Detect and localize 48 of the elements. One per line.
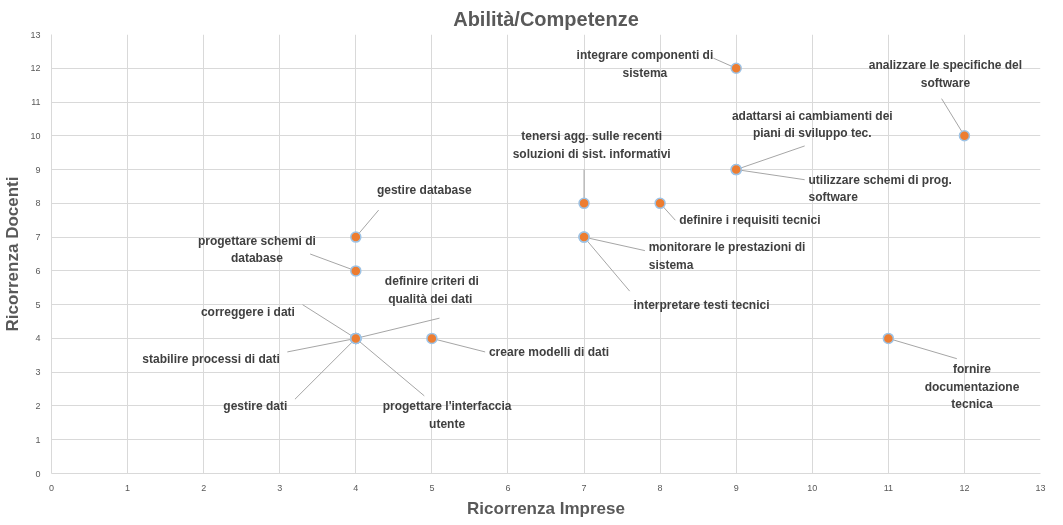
x-tick-label: 12 <box>959 482 970 493</box>
x-tick-label: 4 <box>353 482 359 493</box>
y-axis-title: Ricorrenza Docenti <box>3 176 23 332</box>
annotation: tenersi agg. sulle recenti soluzioni di sist. informativi <box>512 129 671 161</box>
annotation: analizzare le specifiche del software <box>868 58 1023 90</box>
x-tick-label: 7 <box>581 482 587 493</box>
annotation: utilizzare schemi di prog. software <box>808 172 952 205</box>
y-tick-label: 2 <box>35 400 41 411</box>
y-tick-label: 12 <box>30 63 41 74</box>
chart-title: Abilità/Competenze <box>453 7 639 30</box>
x-tick-label: 11 <box>883 482 894 493</box>
x-tick-label: 9 <box>733 482 739 493</box>
annotation: definire i requisiti tecnici <box>679 213 821 228</box>
x-tick-label: 5 <box>429 482 435 493</box>
annotation: interpretare testi tecnici <box>633 297 770 312</box>
x-tick-label: 8 <box>657 482 663 493</box>
y-tick-label: 5 <box>35 299 41 310</box>
annotation: gestire database <box>376 183 472 198</box>
x-tick-label: 1 <box>125 482 131 493</box>
annotation: correggere i dati <box>200 304 295 319</box>
annotation: gestire dati <box>223 399 288 414</box>
annotation: adattarsi ai cambiamenti dei piani di sviluppo tec. <box>731 108 893 141</box>
x-tick-label: 3 <box>277 482 283 493</box>
x-tick-label: 10 <box>807 482 818 493</box>
y-tick-label: 11 <box>31 97 41 108</box>
x-tick-label: 0 <box>49 482 55 493</box>
y-tick-label: 1 <box>35 434 41 445</box>
x-tick-label: 2 <box>201 482 207 493</box>
y-tick-label: 7 <box>35 232 41 243</box>
x-axis-title: Ricorrenza Imprese <box>467 498 625 518</box>
annotation: fornire documentazione tecnica <box>924 362 1020 412</box>
y-tick-label: 8 <box>35 198 41 209</box>
y-tick-label: 13 <box>30 29 41 40</box>
annotation: integrare componenti di sistema <box>576 48 714 80</box>
annotation: creare modelli di dati <box>488 345 609 360</box>
y-tick-label: 0 <box>35 468 41 479</box>
annotation: progettare l'interfaccia utente <box>382 399 512 431</box>
y-tick-label: 4 <box>35 333 41 344</box>
y-tick-label: 3 <box>35 367 41 378</box>
y-tick-label: 6 <box>35 265 41 276</box>
x-tick-label: 13 <box>1035 482 1046 493</box>
annotation: monitorare le prestazioni di sistema <box>648 240 806 272</box>
x-tick-label: 6 <box>505 482 511 493</box>
annotation: progettare schemi di database <box>197 233 316 266</box>
annotation: stabilire processi di dati <box>142 351 280 366</box>
y-tick-label: 9 <box>35 164 41 175</box>
annotation: definire criteri di qualità dei dati <box>384 274 479 306</box>
y-tick-label: 10 <box>30 130 41 141</box>
